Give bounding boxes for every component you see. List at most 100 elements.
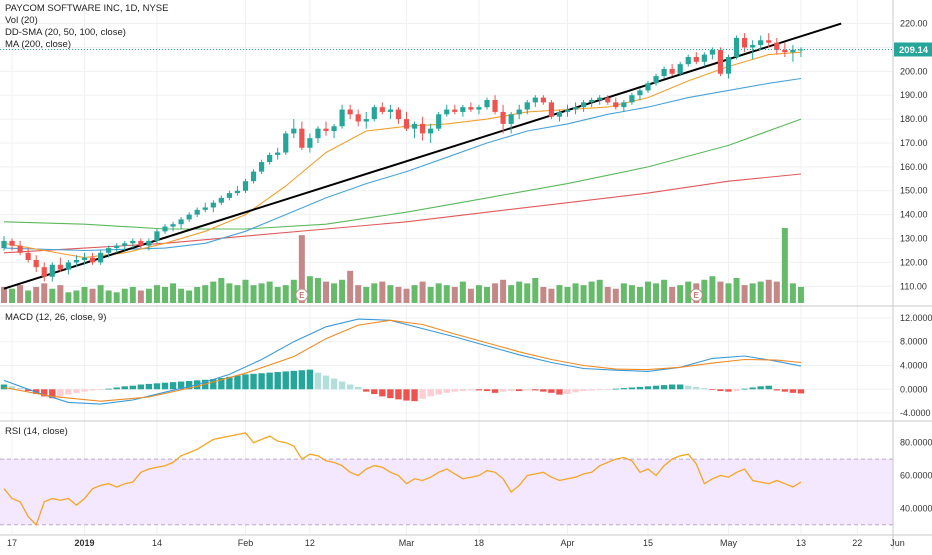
macd-hist-bar <box>717 389 724 392</box>
volume-bar <box>113 292 120 303</box>
candle-body <box>122 243 128 246</box>
x-tick-label: 13 <box>796 538 806 548</box>
candle-body <box>331 126 337 132</box>
candle-body <box>73 260 80 263</box>
volume-bar <box>516 281 523 303</box>
x-tick-label: 22 <box>852 538 862 548</box>
volume-bar <box>33 286 40 303</box>
legend-sma: DD-SMA (20, 50, 100, close) <box>5 27 126 38</box>
macd-hist-bar <box>781 389 789 392</box>
macd-hist-bar <box>459 389 467 392</box>
macd-hist-bar <box>467 389 475 391</box>
volume-bar <box>162 286 168 303</box>
legend-vol: Vol (20) <box>5 15 38 26</box>
x-tick-label: Mar <box>399 538 415 548</box>
candle-body <box>146 240 152 246</box>
macd-hist-bar <box>346 384 354 390</box>
candle-body <box>379 107 385 112</box>
volume-bar <box>459 281 466 303</box>
macd-hist-bar <box>338 381 346 390</box>
volume-bar <box>170 283 177 303</box>
macd-hist-bar <box>564 389 571 395</box>
candle-body <box>548 102 554 117</box>
candle-body <box>629 95 635 103</box>
macd-hist-bar <box>604 389 611 391</box>
volume-bar <box>653 283 660 303</box>
volume-bar <box>387 285 394 303</box>
macd-hist-bar <box>387 389 394 399</box>
price-tick-label: 180.00 <box>900 114 928 124</box>
candle-body <box>758 40 764 46</box>
volume-bar <box>620 283 627 303</box>
candle-body <box>532 97 538 103</box>
macd-hist-bar <box>306 369 314 390</box>
candle-body <box>307 138 313 148</box>
rsi-panel <box>0 432 893 527</box>
macd-hist-bar <box>443 389 450 393</box>
price-tick-label: 160.00 <box>900 162 928 172</box>
volume-bar <box>500 279 507 303</box>
macd-hist-bar <box>145 383 153 390</box>
macd-hist-bar <box>797 389 805 394</box>
volume-bar <box>419 281 426 303</box>
candle-body <box>524 102 530 110</box>
macd-hist-bar <box>65 389 72 395</box>
price-badge-label: 209.14 <box>899 45 929 56</box>
x-tick-label: 15 <box>643 538 653 548</box>
volume-bar <box>129 286 136 303</box>
volume-bar <box>234 285 241 303</box>
volume-bar <box>25 290 32 303</box>
volume-bar <box>226 283 233 303</box>
macd-hist-bar <box>298 370 306 390</box>
macd-hist-bar <box>234 375 241 390</box>
volume-bar <box>49 288 56 303</box>
macd-hist-bar <box>322 375 330 390</box>
candle-body <box>476 107 482 110</box>
volume-bar <box>773 281 780 303</box>
volume-bar <box>789 283 796 303</box>
volume-bar <box>669 286 676 303</box>
candle-body <box>572 107 579 110</box>
candle-body <box>25 252 31 261</box>
candle-body <box>371 107 377 120</box>
macd-hist-bar <box>258 373 265 390</box>
volume-bar <box>250 285 257 303</box>
candle-body <box>218 197 224 203</box>
macd-hist-bar <box>644 386 652 390</box>
price-tick-label: 140.00 <box>900 210 928 220</box>
macd-hist-bar <box>572 389 579 393</box>
volume-bar <box>484 286 490 303</box>
candle-body <box>242 181 249 191</box>
macd-hist-bar <box>314 372 322 390</box>
candle-body <box>355 114 361 122</box>
candle-body <box>725 56 732 74</box>
volume-bar <box>355 285 362 303</box>
volume-bar <box>1 286 7 303</box>
candle-body <box>291 128 297 134</box>
earnings-marker <box>295 288 309 302</box>
macd-hist-bar <box>685 385 692 390</box>
candle-body <box>323 128 329 132</box>
volume-bar <box>306 276 313 303</box>
macd-tick-label: 8.0000 <box>900 337 928 347</box>
volume-bar <box>765 279 772 303</box>
volume-bar <box>9 288 16 303</box>
x-tick-label: 18 <box>474 538 484 548</box>
candle-body <box>452 109 458 112</box>
sma100-line <box>3 118 802 230</box>
candle-body <box>411 123 418 129</box>
macd-hist-bar <box>757 386 764 390</box>
candle-body <box>65 262 71 270</box>
volume-bar <box>81 286 88 303</box>
macd-hist-bar <box>524 389 531 391</box>
candle-body <box>742 37 748 48</box>
macd-hist-bar <box>588 389 595 391</box>
volume-bar <box>508 285 515 303</box>
volume-bar <box>685 281 692 303</box>
macd-hist-bar <box>24 389 32 392</box>
macd-hist-bar <box>49 389 56 399</box>
macd-hist-bar <box>507 389 515 392</box>
candle-body <box>275 152 281 155</box>
macd-hist-bar <box>274 372 281 390</box>
